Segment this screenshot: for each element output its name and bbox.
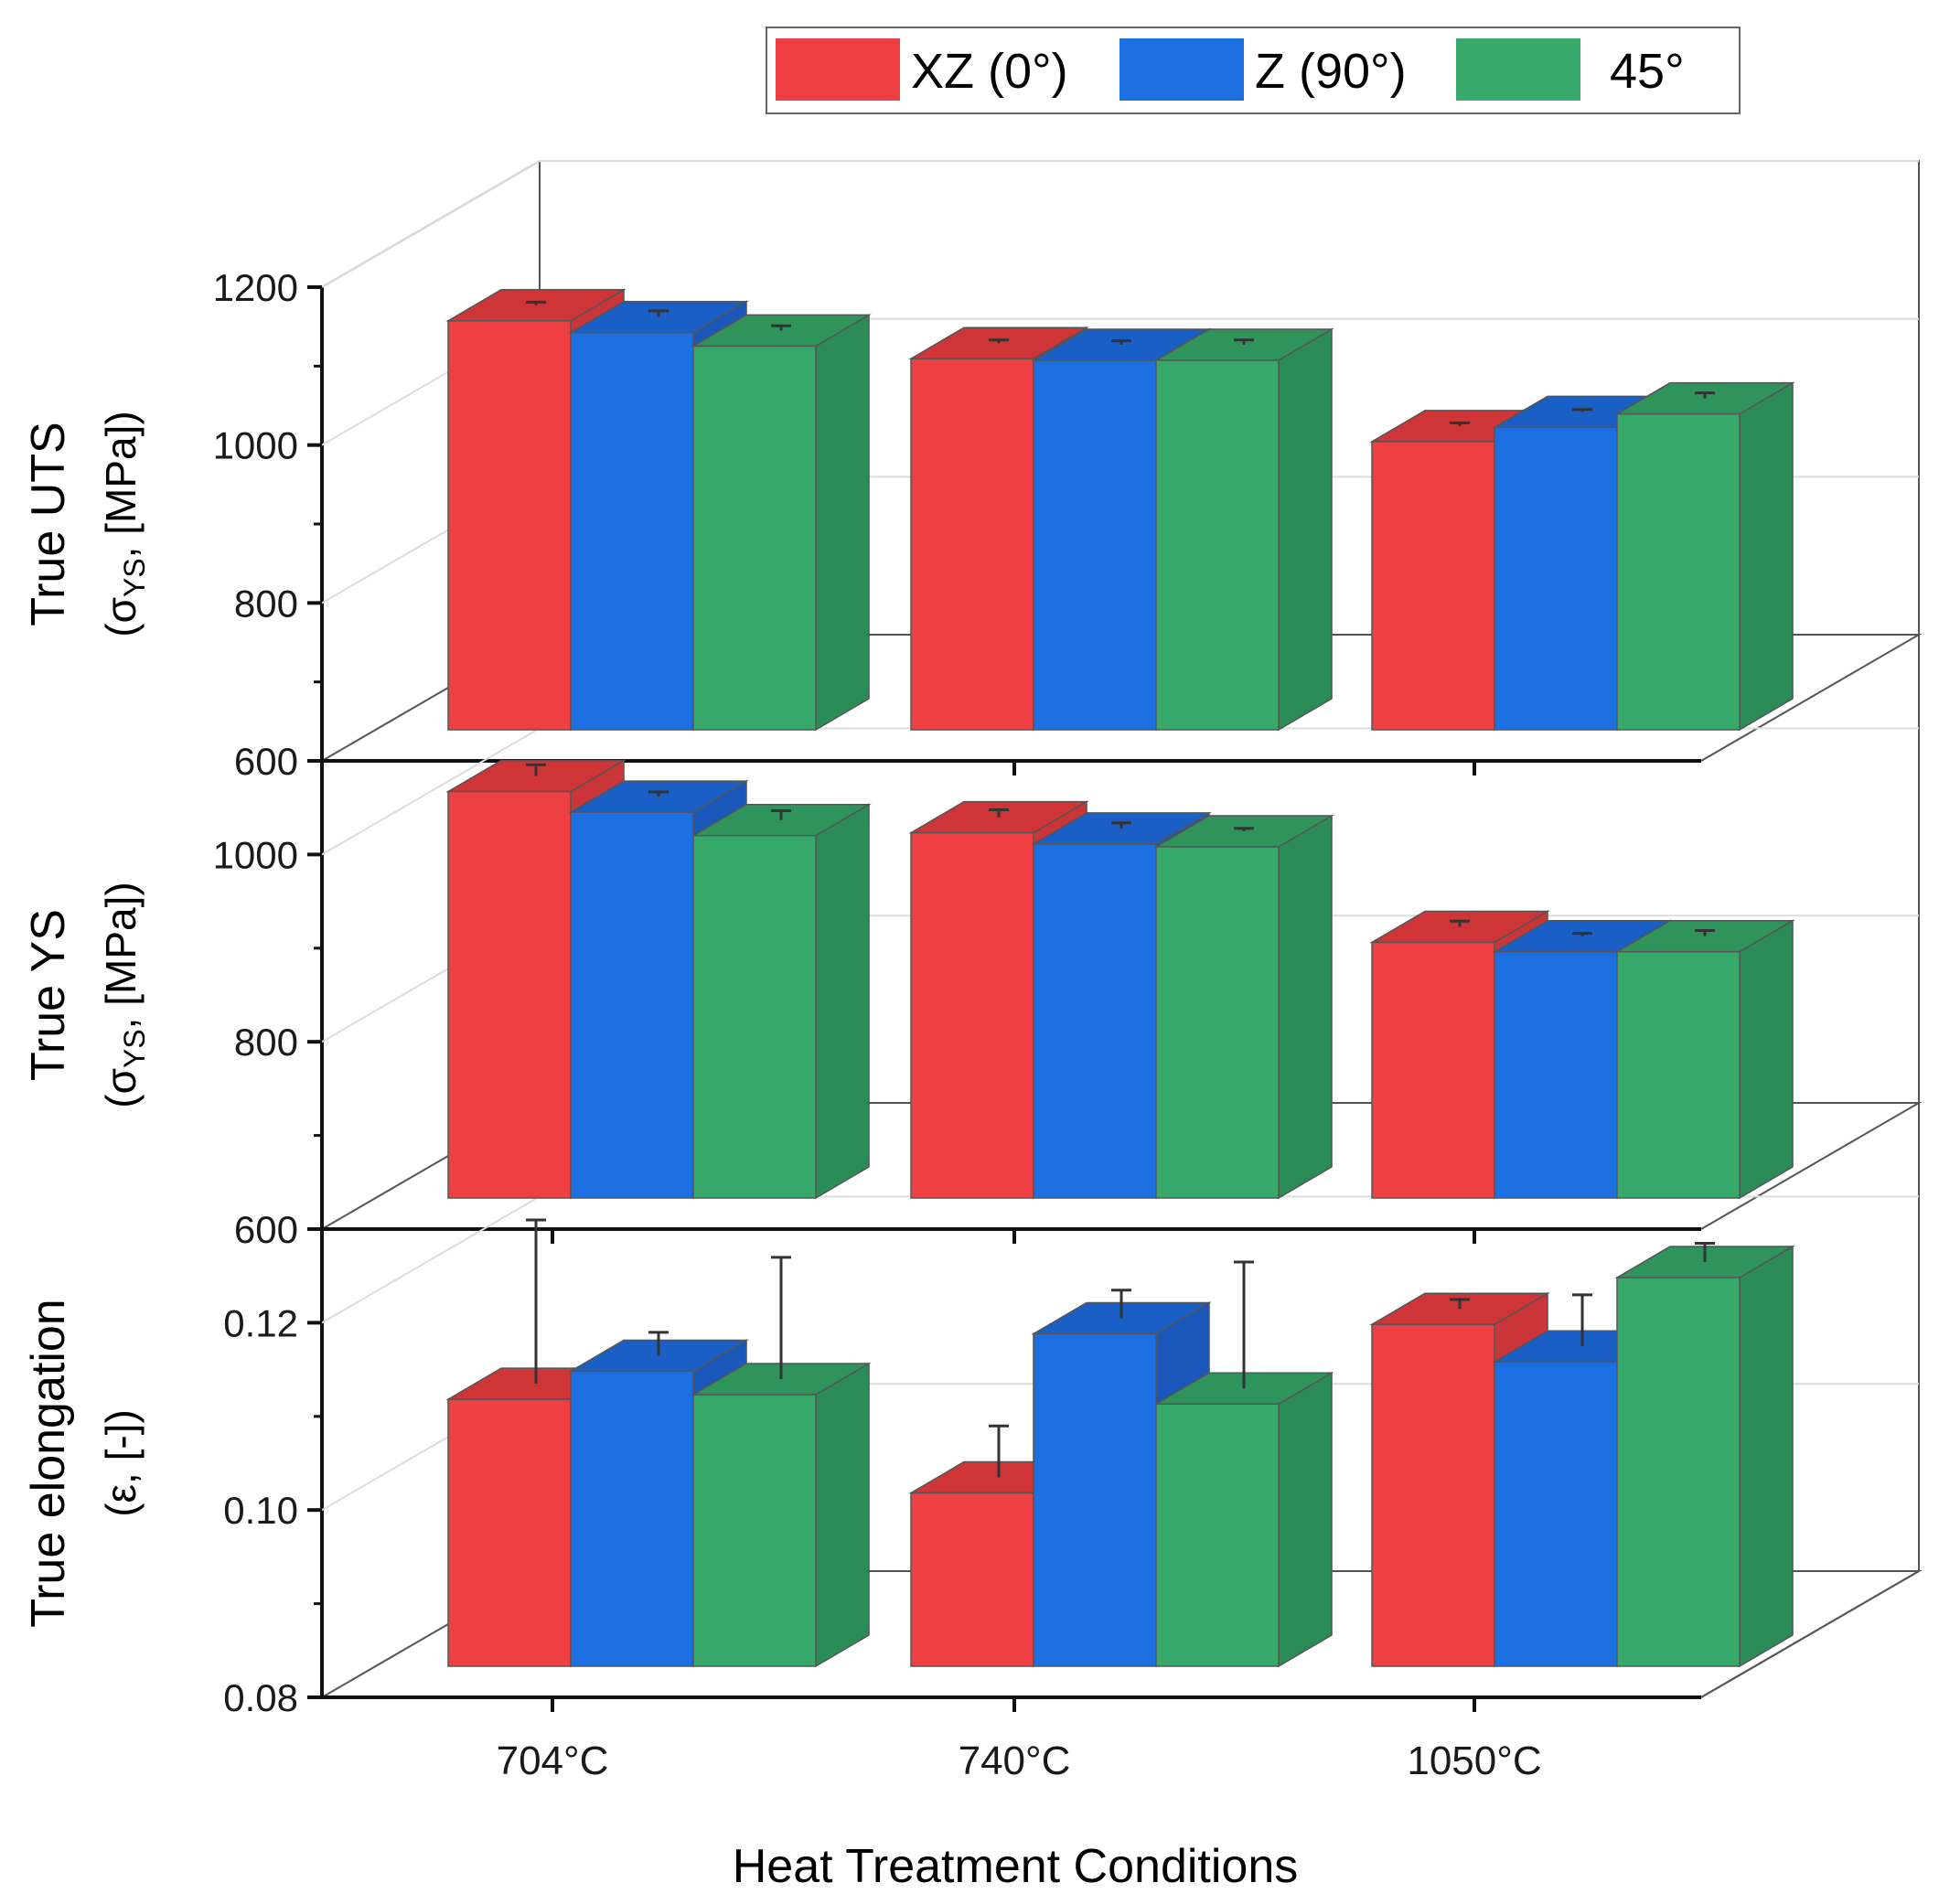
y-axis-subtitle-elong: (ε, [-]) — [97, 1409, 145, 1517]
bar-uts — [1616, 412, 1741, 731]
y-tick-label-ys: 1000 — [213, 833, 298, 876]
bar-elong — [692, 1394, 817, 1667]
y-axis-title-ys: True YS — [22, 909, 75, 1081]
x-category-label: 740°C — [959, 1738, 1071, 1783]
bar-elong — [1616, 1277, 1741, 1667]
y-tick-label-uts: 600 — [234, 740, 298, 783]
y-tick-label-ys: 600 — [234, 1208, 298, 1251]
bar-uts — [692, 345, 817, 731]
bar-ys — [1494, 950, 1618, 1199]
bar-ys — [1155, 846, 1280, 1199]
bar-ys — [1616, 950, 1741, 1199]
bar-side-ys — [1278, 814, 1333, 1200]
y-axis-title-elong: True elongation — [22, 1299, 75, 1627]
bar-elong — [1371, 1323, 1495, 1667]
bar-side-uts — [1278, 327, 1333, 732]
bar-uts — [1155, 359, 1280, 731]
bar-uts — [1371, 441, 1495, 731]
bar-elong — [1033, 1332, 1157, 1667]
y-tick-label-elong: 0.10 — [223, 1489, 298, 1532]
bar-uts — [570, 331, 694, 731]
bar-uts — [447, 320, 572, 731]
y-tick-label-elong: 0.08 — [223, 1676, 298, 1719]
bar-ys — [910, 831, 1034, 1199]
bar-elong — [1494, 1361, 1618, 1667]
legend-swatch-xz — [776, 38, 900, 101]
bar-ys — [447, 790, 572, 1199]
bar-ys — [570, 811, 694, 1199]
bar-uts — [910, 358, 1034, 731]
bar-elong — [447, 1398, 572, 1667]
bar-side-ys — [1739, 919, 1794, 1200]
bar-ys — [1033, 843, 1157, 1199]
text-layer: 1200 1000 800 600 True UTS (σYS, [MPa]) 1000 80… — [22, 266, 1542, 1783]
bar-side-elong — [1739, 1245, 1794, 1668]
y-axis-subtitle-ys: (σYS, [MPa]) — [97, 882, 151, 1107]
y-tick-label-uts: 800 — [234, 582, 298, 625]
gridline-uts — [321, 160, 1919, 288]
bars-layer — [445, 288, 1795, 1668]
bar-side-elong — [1278, 1371, 1333, 1668]
y-tick-label-elong: 0.12 — [223, 1301, 298, 1344]
bar-side-uts — [1739, 381, 1794, 732]
x-axis-title: Heat Treatment Conditions — [733, 1840, 1299, 1893]
bar-uts — [1033, 359, 1157, 731]
y-tick-label-ys: 800 — [234, 1021, 298, 1064]
y-axis-subtitle-uts: (σYS, [MPa]) — [97, 411, 151, 636]
bar-side-uts — [815, 314, 870, 732]
bar-uts — [1494, 426, 1618, 731]
legend-swatch-45 — [1456, 38, 1580, 101]
legend-label-xz: XZ (0°) — [911, 44, 1068, 99]
legend-label-z: Z (90°) — [1255, 44, 1407, 99]
bar-elong — [910, 1492, 1034, 1667]
x-category-label: 704°C — [497, 1738, 609, 1783]
legend-swatch-z — [1119, 38, 1244, 101]
bar-side-ys — [815, 803, 870, 1200]
x-category-label: 1050°C — [1407, 1738, 1541, 1783]
y-tick-label-uts: 1200 — [213, 266, 298, 309]
bar-elong — [1155, 1403, 1280, 1667]
legend-label-45: 45° — [1610, 44, 1685, 99]
bar-ys — [1371, 941, 1495, 1199]
y-tick-label-uts: 1000 — [213, 424, 298, 467]
bar-elong — [570, 1370, 694, 1667]
bar-side-elong — [815, 1362, 870, 1668]
y-axis-title-uts: True UTS — [22, 422, 75, 626]
legend: XZ (0°) Z (90°) 45° — [766, 27, 1741, 114]
bar-ys — [692, 834, 817, 1199]
